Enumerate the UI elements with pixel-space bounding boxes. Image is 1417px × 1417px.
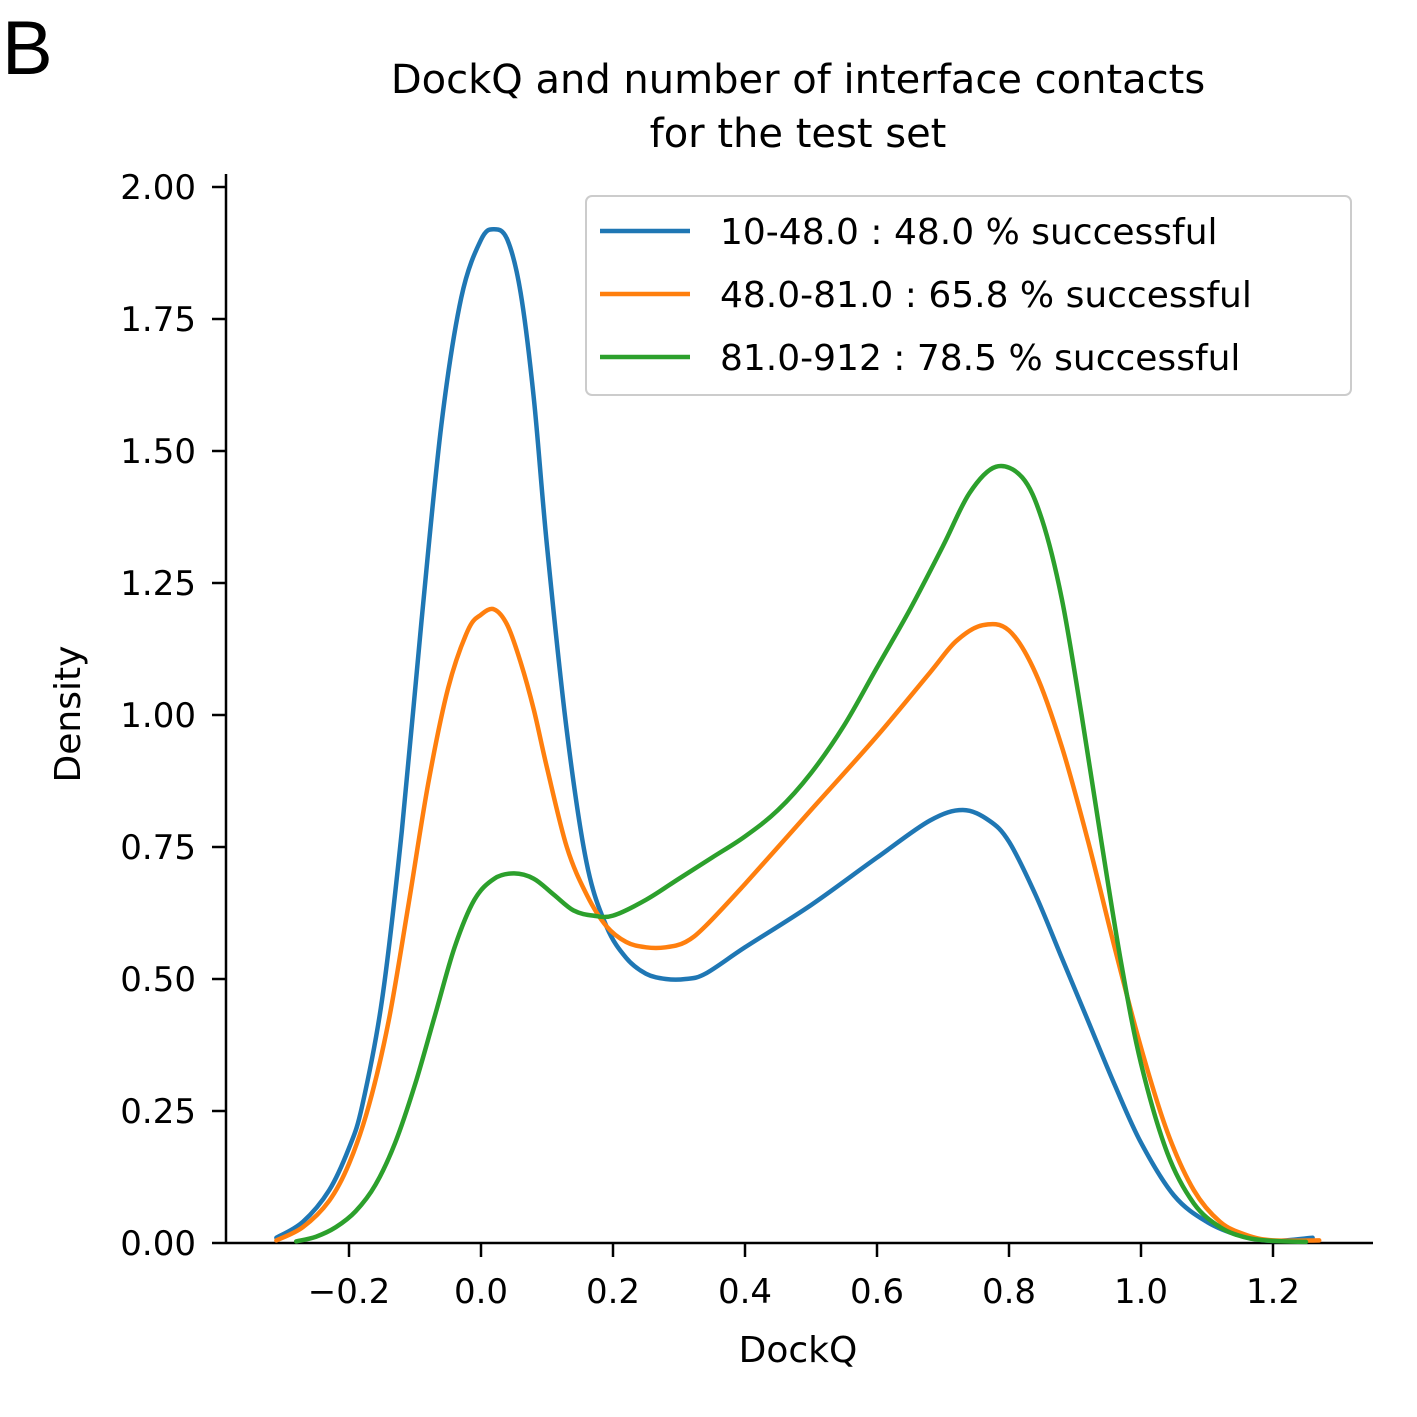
x-tick-label: 0.0 [454, 1272, 508, 1312]
series-line-3 [293, 463, 1309, 1245]
x-tick-label: 1.0 [1114, 1272, 1168, 1312]
x-tick-label: −0.2 [308, 1272, 391, 1312]
x-tick-label: 1.2 [1246, 1272, 1300, 1312]
y-tick-label: 0.50 [120, 960, 196, 1000]
x-tick-label: 0.4 [718, 1272, 772, 1312]
legend-label-3: 81.0-912 : 78.5 % successful [720, 338, 1240, 379]
y-tick-label: 1.25 [120, 564, 196, 604]
x-axis-label: DockQ [739, 1330, 858, 1371]
chart-title-line-1: DockQ and number of interface contacts [391, 57, 1205, 103]
series-line-2 [274, 606, 1322, 1244]
legend-label-1: 10-48.0 : 48.0 % successful [720, 212, 1218, 253]
y-tick-label: 0.75 [120, 828, 196, 868]
legend: 10-48.0 : 48.0 % successful 48.0-81.0 : 6… [585, 195, 1352, 396]
x-axis-ticks: −0.2 0.0 0.2 0.4 0.6 0.8 1.0 1.2 [308, 1243, 1300, 1312]
panel-label: B [2, 6, 53, 91]
y-tick-label: 1.50 [120, 432, 196, 472]
chart-title-line-2: for the test set [650, 111, 947, 157]
y-tick-label: 0.25 [120, 1092, 196, 1132]
x-tick-label: 0.6 [850, 1272, 904, 1312]
x-tick-label: 0.2 [586, 1272, 640, 1312]
y-axis-ticks: 0.00 0.25 0.50 0.75 1.00 1.25 1.50 1.75 2.00 [120, 168, 226, 1264]
y-tick-label: 2.00 [120, 168, 196, 208]
y-tick-label: 1.75 [120, 300, 196, 340]
legend-frame [585, 195, 1352, 396]
series-lines [274, 226, 1322, 1245]
legend-label-2: 48.0-81.0 : 65.8 % successful [720, 275, 1252, 316]
y-tick-label: 1.00 [120, 696, 196, 736]
y-tick-label: 0.00 [120, 1224, 196, 1264]
x-tick-label: 0.8 [982, 1272, 1036, 1312]
y-axis-label: Density [48, 646, 89, 783]
